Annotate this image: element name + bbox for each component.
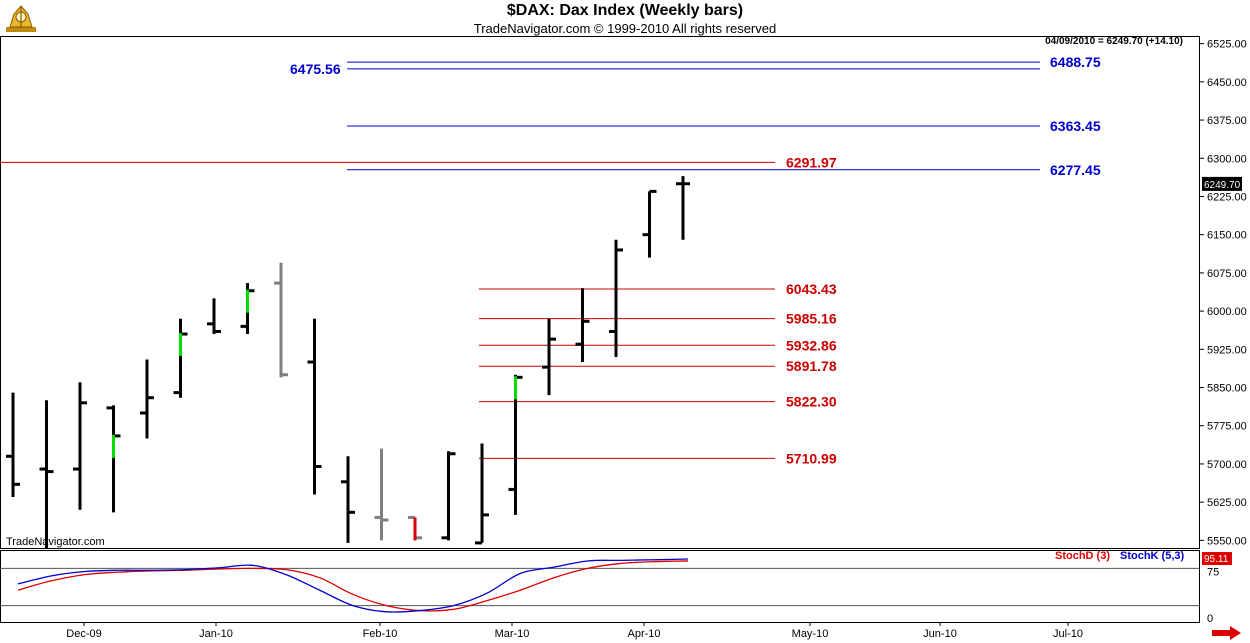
last-price-label: 6249.70 xyxy=(1204,180,1241,191)
y-tick-label: 5850.00 xyxy=(1207,383,1247,395)
x-tick-label: Mar-10 xyxy=(495,628,530,640)
price-bar xyxy=(140,359,154,439)
x-tick-label: Dec-09 xyxy=(66,628,101,640)
price-bar xyxy=(374,448,389,541)
price-bar xyxy=(73,382,87,510)
price-bar xyxy=(542,318,556,396)
y-tick-label: 6525.00 xyxy=(1207,39,1247,51)
price-bar xyxy=(475,443,489,545)
y-tick-label: 5625.00 xyxy=(1207,497,1247,509)
chart-subtitle: TradeNavigator.com © 1999-2010 All right… xyxy=(473,21,777,36)
y-tick-label: 6375.00 xyxy=(1207,115,1247,127)
x-tick-label: Jul-10 xyxy=(1053,628,1083,640)
level-label: 6043.43 xyxy=(786,281,837,297)
ship-wheel-logo-icon[interactable] xyxy=(4,2,38,36)
y-tick-label: 5775.00 xyxy=(1207,421,1247,433)
y-tick-label: 6075.00 xyxy=(1207,268,1247,280)
stoch-last-box xyxy=(1202,552,1232,566)
level-label: 5985.16 xyxy=(786,311,837,327)
y-tick-label: 5550.00 xyxy=(1207,535,1247,547)
level-label: 5891.78 xyxy=(786,358,837,374)
price-bar xyxy=(642,189,657,258)
stoch-d-line xyxy=(17,560,689,612)
level-label: 5822.30 xyxy=(786,394,837,410)
chart-title: $DAX: Dax Index (Weekly bars) xyxy=(506,2,744,19)
price-bar xyxy=(676,176,690,240)
level-label: 5932.86 xyxy=(786,337,837,353)
stoch-y-tick-label: 0 xyxy=(1207,613,1213,625)
y-tick-label: 6450.00 xyxy=(1207,77,1247,89)
price-bar xyxy=(173,318,188,398)
y-tick-label: 5925.00 xyxy=(1207,344,1247,356)
price-bar xyxy=(106,405,121,513)
price-bar xyxy=(39,400,54,548)
price-bar xyxy=(207,298,221,335)
level-label: 6277.45 xyxy=(1050,162,1101,178)
y-tick-label: 6000.00 xyxy=(1207,306,1247,318)
indicator-panel-frame xyxy=(0,550,1200,623)
level-label: 6291.97 xyxy=(786,154,837,170)
stoch-k-legend: StochK (5,3) xyxy=(1120,550,1185,562)
price-bar xyxy=(441,451,456,541)
price-bar xyxy=(341,456,355,543)
price-bar xyxy=(575,288,590,363)
price-bar xyxy=(508,374,523,515)
price-bar xyxy=(408,515,422,541)
stoch-y-tick-label: 75 xyxy=(1207,567,1219,579)
x-tick-label: May-10 xyxy=(792,628,829,640)
price-bar xyxy=(274,262,288,378)
x-tick-label: Apr-10 xyxy=(627,628,660,640)
y-tick-label: 6300.00 xyxy=(1207,153,1247,165)
price-bar xyxy=(307,318,322,495)
y-tick-label: 6150.00 xyxy=(1207,230,1247,242)
y-tick-label: 6225.00 xyxy=(1207,191,1247,203)
level-label: 5710.99 xyxy=(786,450,837,466)
x-tick-label: Jan-10 xyxy=(199,628,233,640)
level-label: 6488.75 xyxy=(1050,54,1101,70)
x-tick-label: Feb-10 xyxy=(363,628,398,640)
price-bar xyxy=(6,392,20,498)
stoch-d-legend: StochD (3) xyxy=(1055,550,1110,562)
stoch-k-line xyxy=(17,558,689,613)
y-tick-label: 5700.00 xyxy=(1207,459,1247,471)
stoch-last-label: 95.11 xyxy=(1204,554,1229,565)
level-label: 6363.45 xyxy=(1050,118,1101,134)
x-tick-label: Jun-10 xyxy=(923,628,957,640)
price-bar xyxy=(240,283,255,335)
last-price-box xyxy=(1202,176,1242,191)
scroll-right-arrow-icon[interactable] xyxy=(1212,626,1242,640)
price-panel-frame xyxy=(0,36,1200,549)
price-bar xyxy=(609,239,623,357)
level-label: 6475.56 xyxy=(290,61,341,77)
watermark: TradeNavigator.com xyxy=(6,536,105,548)
last-bar-info: 04/09/2010 = 6249.70 (+14.10) xyxy=(1045,36,1183,47)
